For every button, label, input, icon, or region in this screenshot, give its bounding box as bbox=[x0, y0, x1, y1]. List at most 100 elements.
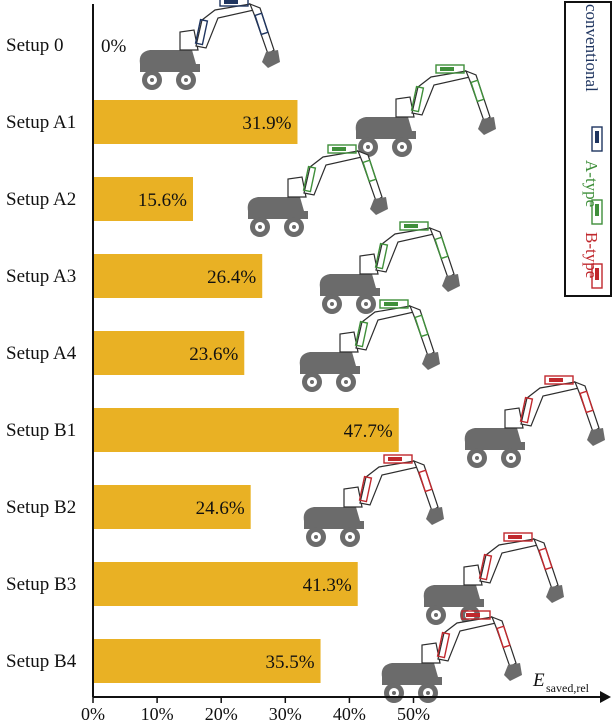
bucket-cylinder bbox=[579, 390, 594, 414]
excavator-body bbox=[299, 352, 356, 366]
bar-row: Setup B1 47.7% bbox=[6, 375, 605, 468]
arm-cylinder-rod bbox=[404, 224, 418, 228]
excavator-chassis bbox=[304, 521, 364, 529]
excavator-cabin bbox=[504, 407, 524, 429]
excavator-cabin bbox=[359, 253, 379, 275]
excavator-stick bbox=[573, 380, 600, 433]
excavator-stick bbox=[490, 615, 517, 668]
excavator-chassis bbox=[300, 366, 360, 374]
excavator-bucket bbox=[422, 352, 440, 370]
bucket-cylinder bbox=[434, 236, 449, 260]
excavator-cabin bbox=[463, 564, 483, 586]
boom-cylinder bbox=[354, 320, 369, 348]
excavator-cabin bbox=[395, 96, 415, 118]
bucket-cylinder bbox=[470, 79, 485, 103]
bar-row: Setup A2 15.6% bbox=[6, 144, 388, 237]
excavator-stick bbox=[356, 149, 383, 202]
arm-cylinder-rod bbox=[466, 613, 480, 617]
legend-label: B-type bbox=[582, 232, 601, 278]
bar bbox=[93, 100, 298, 144]
x-axis-label: E bbox=[532, 670, 545, 691]
category-label: Setup B1 bbox=[6, 420, 76, 441]
legend-box bbox=[564, 1, 612, 297]
chart-rows: Setup 0 0%Setup A1 31.9%Setup A2 15.6%Setup… bbox=[6, 0, 605, 703]
arm-cylinder-rod bbox=[388, 457, 402, 461]
arm-cylinder-rod bbox=[224, 0, 238, 4]
excavator-icon bbox=[299, 299, 440, 392]
value-label: 31.9% bbox=[242, 113, 291, 134]
excavator-boom bbox=[437, 616, 497, 662]
bar-row: Setup A3 26.4% bbox=[6, 221, 460, 314]
excavator-body bbox=[319, 274, 376, 288]
excavator-cabin bbox=[421, 642, 441, 664]
x-axis-arrow bbox=[600, 691, 611, 703]
arm-cylinder bbox=[461, 610, 491, 620]
excavator-chassis bbox=[424, 599, 484, 607]
bucket-cylinder bbox=[414, 314, 429, 338]
bucket-cylinder bbox=[418, 469, 433, 493]
arm-cylinder-rod bbox=[508, 535, 522, 539]
bucket-cylinder bbox=[496, 625, 511, 649]
x-tick-label: 40% bbox=[333, 704, 366, 723]
x-tick-label: 0% bbox=[81, 704, 105, 723]
bucket-cylinder bbox=[538, 547, 553, 571]
excavator-icon bbox=[355, 64, 496, 157]
excavator-chassis bbox=[465, 442, 525, 450]
category-label: Setup B3 bbox=[6, 574, 76, 595]
excavator-stick bbox=[428, 226, 455, 279]
legend-label: A-type bbox=[582, 160, 601, 207]
legend-cylinder-icon bbox=[591, 263, 603, 289]
category-label: Setup 0 bbox=[6, 35, 64, 56]
category-label: Setup B4 bbox=[6, 651, 77, 672]
excavator-boom bbox=[303, 150, 363, 196]
bar-row: Setup B2 24.6% bbox=[6, 454, 444, 547]
bar bbox=[93, 408, 399, 452]
boom-cylinder bbox=[194, 18, 209, 46]
excavator-bucket bbox=[504, 663, 522, 681]
bar bbox=[93, 177, 193, 221]
x-tick-label: 30% bbox=[269, 704, 302, 723]
excavator-chassis bbox=[356, 131, 416, 139]
excavator-boom bbox=[375, 227, 435, 273]
arm-cylinder bbox=[327, 144, 357, 154]
value-label: 24.6% bbox=[196, 498, 245, 519]
arm-cylinder bbox=[503, 532, 533, 542]
legend: conventional A-type B-type bbox=[564, 1, 612, 297]
value-label: 41.3% bbox=[303, 575, 352, 596]
arm-cylinder bbox=[379, 299, 409, 309]
legend-cylinder-rod bbox=[595, 204, 599, 216]
excavator-bucket bbox=[426, 507, 444, 525]
excavator-bucket bbox=[478, 117, 496, 135]
excavator-body bbox=[464, 428, 521, 442]
excavator-wheel-center bbox=[292, 225, 296, 229]
excavator-stick bbox=[408, 304, 435, 357]
excavator-chassis bbox=[320, 288, 380, 296]
excavator-cabin bbox=[179, 29, 199, 51]
excavator-wheel-center bbox=[184, 78, 188, 82]
arm-cylinder bbox=[399, 221, 429, 231]
excavator-body bbox=[381, 663, 438, 677]
legend-entry: B-type bbox=[582, 232, 603, 289]
boom-cylinder bbox=[478, 553, 493, 581]
excavator-wheel-center bbox=[475, 456, 479, 460]
excavator-boom bbox=[479, 538, 539, 584]
excavator-icon bbox=[423, 532, 564, 625]
legend-cylinder-icon bbox=[591, 199, 603, 225]
arm-cylinder-rod bbox=[332, 147, 346, 151]
excavator-wheel-center bbox=[364, 302, 368, 306]
arm-cylinder bbox=[383, 454, 413, 464]
excavator-wheel-center bbox=[314, 535, 318, 539]
excavator-body bbox=[247, 197, 304, 211]
x-tick-label: 10% bbox=[141, 704, 174, 723]
excavator-boom bbox=[411, 70, 471, 116]
excavator-chassis bbox=[248, 211, 308, 219]
excavator-bucket bbox=[442, 274, 460, 292]
arm-cylinder-rod bbox=[549, 378, 563, 382]
excavator-wheel-center bbox=[392, 691, 396, 695]
excavator-wheel-center bbox=[330, 302, 334, 306]
excavator-boom bbox=[359, 460, 419, 506]
excavator-boom bbox=[520, 381, 580, 427]
excavator-wheel-center bbox=[310, 380, 314, 384]
x-axis-label-subscript: saved,rel bbox=[546, 681, 590, 695]
value-label: 35.5% bbox=[265, 652, 314, 673]
